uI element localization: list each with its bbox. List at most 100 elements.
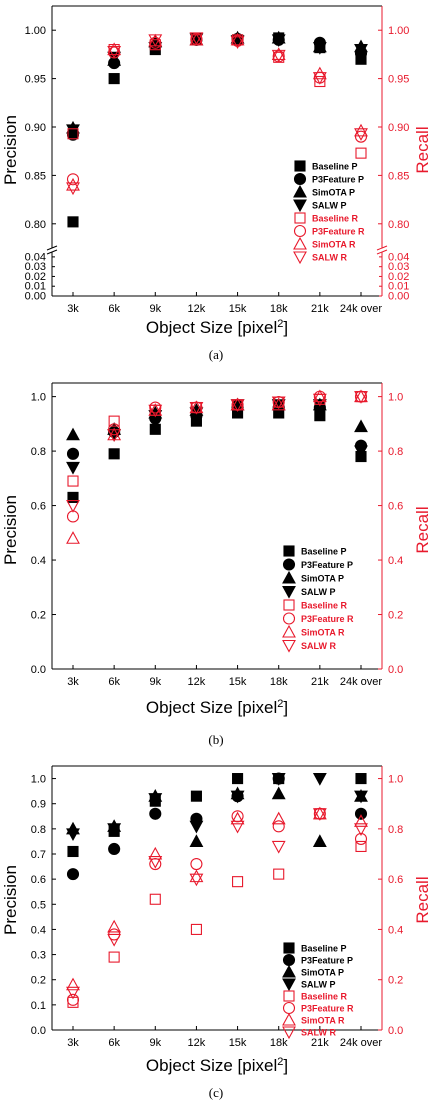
data-point <box>355 147 367 159</box>
y-tick-label-right: 0.02 <box>388 271 409 283</box>
data-point <box>149 401 162 414</box>
x-tick-label: 9k <box>149 1037 161 1049</box>
data-point <box>355 840 367 853</box>
data-point <box>67 475 79 487</box>
legend-marker <box>283 599 295 611</box>
x-tick-label: 24k over <box>340 303 383 315</box>
data-point <box>354 823 368 837</box>
y-tick-label-right: 0.2 <box>388 975 403 987</box>
x-axis-label: Object Size [pixel2] <box>146 318 288 337</box>
y-tick-label-right: 0.80 <box>388 219 409 231</box>
y-tick-label-right: 0.0 <box>388 1025 403 1037</box>
legend-label: P3Feature R <box>301 1004 354 1014</box>
y-tick-label-right: 0.01 <box>388 281 409 293</box>
data-point <box>190 858 203 871</box>
y-tick-label-left: 1.0 <box>31 392 46 404</box>
y-tick-label-left: 0.5 <box>31 899 46 911</box>
data-point <box>107 823 122 837</box>
legend-label: Baseline R <box>312 214 359 224</box>
legend-marker <box>282 612 296 625</box>
y-tick-label-left: 0.90 <box>25 122 46 134</box>
data-point <box>66 177 80 191</box>
legend-label: Baseline R <box>301 992 348 1002</box>
data-point <box>312 808 327 821</box>
data-point <box>66 461 80 475</box>
y-tick-label-right: 0.6 <box>388 501 403 513</box>
data-point <box>271 786 286 800</box>
data-point <box>189 869 204 883</box>
y-tick-label-right: 1.00 <box>388 25 409 37</box>
legend-label: P3Feature P <box>301 560 353 570</box>
data-point <box>312 42 327 55</box>
data-point <box>66 986 80 1000</box>
x-tick-label: 15k <box>229 676 247 688</box>
data-point <box>271 34 286 48</box>
legend-marker <box>282 1026 296 1040</box>
data-point <box>354 445 368 459</box>
caption: (b) <box>208 732 223 747</box>
legend-marker <box>282 624 296 638</box>
data-point <box>66 173 80 186</box>
x-tick-label: 24k over <box>340 1037 383 1049</box>
caption: (a) <box>209 347 223 362</box>
data-point <box>149 36 162 49</box>
y-tick-label-left: 0.00 <box>25 291 46 303</box>
data-point <box>66 993 80 1006</box>
data-point <box>149 893 161 905</box>
y-tick-label-right: 0.8 <box>388 824 403 836</box>
caption: (c) <box>209 1085 223 1100</box>
data-point <box>355 773 367 785</box>
legend-label: SALW P <box>301 587 336 597</box>
legend-marker <box>293 199 307 213</box>
data-point <box>312 834 327 847</box>
legend-label: P3Feature P <box>312 175 364 185</box>
legend-marker <box>294 212 306 224</box>
data-point <box>66 427 80 441</box>
data-point <box>66 447 80 460</box>
data-point <box>67 128 79 140</box>
axis-break-mark <box>46 249 58 255</box>
data-point <box>189 834 204 847</box>
y-tick-label-left: 0.4 <box>31 555 46 567</box>
x-tick-label: 3k <box>67 676 79 688</box>
y-tick-label-left: 0.4 <box>31 924 46 936</box>
data-point <box>108 951 120 963</box>
legend-label: SALW R <box>301 641 336 651</box>
data-point <box>148 404 163 418</box>
data-point <box>354 807 368 820</box>
data-point <box>230 399 245 412</box>
data-point <box>107 429 122 442</box>
data-point <box>148 793 163 806</box>
legend-marker <box>282 639 296 653</box>
legend-label: Baseline R <box>301 601 348 611</box>
y-tick-label-right: 0.6 <box>388 874 403 886</box>
y-tick-label-left: 0.6 <box>31 501 46 513</box>
y-tick-label-right: 0.90 <box>388 122 409 134</box>
data-point <box>271 49 286 63</box>
data-point <box>271 47 286 60</box>
x-tick-label: 15k <box>229 1037 247 1049</box>
data-point <box>272 820 285 833</box>
legend-marker <box>293 172 307 186</box>
legend-label: SALW R <box>301 1028 336 1038</box>
x-tick-label: 12k <box>188 303 206 315</box>
y-tick-label-left: 0.9 <box>31 799 46 811</box>
data-point <box>312 72 327 85</box>
data-point <box>271 840 286 854</box>
legend-label: Baseline P <box>301 547 347 557</box>
data-point <box>354 128 368 141</box>
x-tick-label: 3k <box>67 1037 79 1049</box>
y-tick-label-right: 0.03 <box>388 261 409 273</box>
data-point <box>67 845 79 858</box>
y-tick-label-right: 0.0 <box>388 664 403 676</box>
data-point <box>271 773 286 786</box>
y-tick-label-left: 0.04 <box>25 251 46 263</box>
legend-marker <box>282 953 296 967</box>
y-tick-label-right: 0.95 <box>388 74 409 86</box>
data-point <box>66 828 80 842</box>
x-tick-label: 18k <box>270 303 288 315</box>
y-tick-label-left: 0.0 <box>31 1025 46 1037</box>
y-tick-label-left: 0.2 <box>31 975 46 987</box>
legend-marker <box>282 570 296 584</box>
y-tick-label-left: 0.01 <box>25 281 46 293</box>
